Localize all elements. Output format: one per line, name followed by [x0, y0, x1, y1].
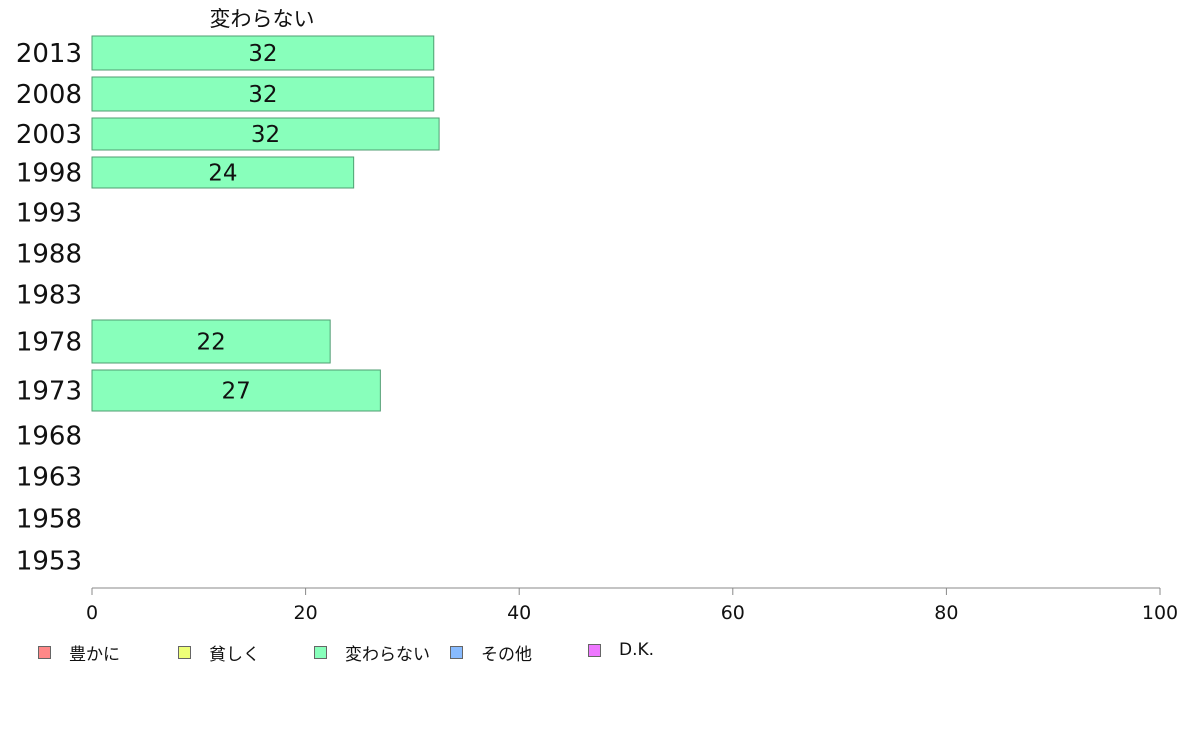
legend-label: 貧しく [209, 645, 260, 665]
bar [91, 35, 435, 71]
category-label: 1998 [16, 159, 82, 189]
bar [91, 319, 331, 364]
category-label: 1953 [16, 547, 82, 577]
x-tick-label: 20 [294, 602, 318, 624]
data-label: 32 [248, 82, 277, 108]
legend-swatch [314, 646, 327, 659]
data-label: 32 [248, 41, 277, 67]
x-tick-label: 80 [934, 602, 958, 624]
category-label: 1958 [16, 505, 82, 535]
category-label: 2008 [16, 80, 82, 110]
legend-item: 豊かに [38, 640, 120, 665]
x-tick-label: 100 [1142, 602, 1178, 624]
chart-title: 変わらない [210, 7, 315, 31]
x-tick-label: 40 [507, 602, 531, 624]
bar [91, 117, 440, 151]
category-label: 1973 [16, 377, 82, 407]
category-label: 1968 [16, 422, 82, 452]
x-tick-label: 0 [86, 602, 98, 624]
category-label: 1983 [16, 281, 82, 311]
legend-label: 豊かに [69, 645, 120, 665]
legend-swatch [588, 643, 601, 657]
legend-swatch [450, 646, 463, 659]
category-label: 2013 [16, 39, 82, 69]
category-label: 2003 [16, 120, 82, 150]
bar [91, 369, 381, 412]
legend-label: 変わらない [345, 645, 430, 665]
category-label: 1978 [16, 328, 82, 358]
x-tick-label: 60 [721, 602, 745, 624]
data-label: 32 [251, 122, 280, 148]
legend-item: 貧しく [178, 640, 260, 665]
bar [91, 76, 435, 112]
data-label: 22 [196, 330, 225, 356]
legend-swatch [178, 646, 191, 659]
legend-item: その他 [450, 640, 532, 665]
legend-item: D.K. [588, 640, 654, 660]
legend-swatch [38, 646, 51, 659]
bar [91, 156, 355, 189]
data-label: 24 [208, 161, 237, 187]
legend-label: その他 [481, 645, 532, 665]
data-label: 27 [222, 379, 251, 405]
legend-item: 変わらない [314, 640, 430, 665]
legend-label: D.K. [619, 640, 655, 660]
category-label: 1963 [16, 463, 82, 493]
category-label: 1993 [16, 199, 82, 229]
category-label: 1988 [16, 240, 82, 270]
